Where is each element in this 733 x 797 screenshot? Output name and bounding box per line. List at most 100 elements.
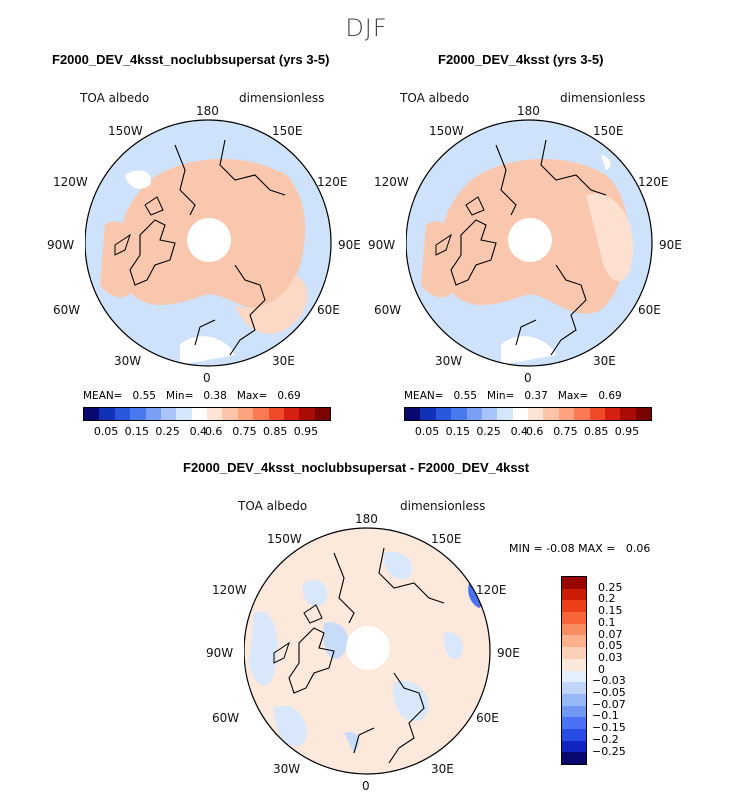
lon-label-120w: 120W [53,175,88,189]
colorbar-tick-label: 0.15 [598,604,623,618]
colorbar-tick-label: 0.2 [598,592,616,606]
colorbar-swatch [562,658,586,671]
colorbar-swatch [562,670,586,683]
lon-label-60e: 60E [638,303,661,317]
colorbar-tick-label: 0.4 [510,425,529,438]
colorbar-tick-label: 0 [598,662,605,676]
colorbar-swatch [237,408,254,420]
panel-2-units: dimensionless [560,91,646,105]
lon-label-150w: 150W [429,124,464,138]
colorbar-swatch [635,408,651,420]
max-value: 0.69 [277,390,301,402]
colorbar-tick-label: −0.15 [592,721,626,735]
colorbar-3 [561,576,587,765]
colorbar-tick-label: 0.6 [204,425,223,438]
colorbar-swatch [562,577,586,589]
polar-map-1 [85,119,332,367]
colorbar-tick-label: 0.05 [598,639,623,653]
mean-label: MEAN= [83,390,123,402]
colorbar-tick-label: 0.25 [155,425,180,438]
max-label: MAX = [578,542,616,555]
colorbar-swatch [604,408,621,420]
colorbar-swatch [562,588,586,601]
colorbar-swatch [562,682,586,694]
panel-3-variable: TOA albedo [238,499,308,513]
colorbar-swatch [574,408,590,420]
lon-label-120w: 120W [374,175,409,189]
colorbar-swatch [562,600,586,613]
colorbar-tick-label: 0.07 [598,627,623,641]
panel-3-title: F2000_DEV_4ksst_noclubbsupersat - F2000_… [183,460,530,475]
colorbar-swatch [176,408,192,420]
colorbar-swatch [481,408,498,420]
lon-label-90w: 90W [47,238,75,252]
colorbar-swatch [207,408,223,420]
colorbar-swatch [543,408,559,420]
colorbar-swatch [253,408,269,420]
colorbar-tick-label: 0.15 [124,425,150,438]
colorbar-tick-label: 0.15 [445,425,471,438]
lon-label-180: 180 [517,104,540,118]
colorbar-swatch [562,728,586,741]
lon-label-90w: 90W [368,238,396,252]
colorbar-tick-label: 0.1 [598,615,616,629]
lon-label-120e: 120E [638,175,669,189]
lon-label-30w: 30W [273,762,301,776]
colorbar-tick-label: 0.95 [293,425,319,438]
min-value: 0.38 [203,390,227,402]
colorbar-swatch [435,408,452,420]
colorbar-swatch [558,408,575,420]
lon-label-60e: 60E [317,303,340,317]
lon-label-30w: 30W [114,354,142,368]
max-label: Max= [557,390,589,402]
mean-value: 0.55 [132,390,156,402]
lon-label-30e: 30E [593,354,616,368]
colorbar-swatch [562,647,586,659]
polar-map-2 [406,119,653,367]
colorbar-swatch [268,408,284,420]
lon-label-150e: 150E [593,124,624,138]
colorbar-swatch [562,752,586,764]
colorbar-swatch [99,408,115,420]
panel-1-stats: MEAN= 0.55 Min= 0.38 Max= 0.69 [83,390,301,402]
colorbar-tick-label: 0.25 [476,425,501,438]
mean-label: MEAN= [404,390,444,402]
panel-1-variable: TOA albedo [80,91,150,105]
max-value: 0.06 [625,542,651,555]
min-value: -0.08 [546,542,575,555]
polar-map-3 [244,527,491,775]
colorbar-swatch [562,612,586,624]
lon-label-150w: 150W [108,124,143,138]
colorbar-swatch [420,408,436,420]
lon-label-30e: 30E [431,762,454,776]
season-title: DJF [345,14,388,42]
mean-value: 0.55 [453,390,477,402]
colorbar-tick-label: −0.2 [592,732,619,746]
colorbar-tick-label: 0.85 [262,425,288,438]
lon-label-30w: 30W [435,354,463,368]
panel-3-units: dimensionless [400,499,486,513]
colorbar-swatch [299,408,315,420]
lon-label-0: 0 [203,371,211,385]
colorbar-swatch [222,408,238,420]
min-label: Min= [165,390,194,402]
min-label: Min= [486,390,515,402]
lon-label-180: 180 [196,104,219,118]
lon-label-60e: 60E [476,711,499,725]
colorbar-tick-label: −0.1 [592,709,619,723]
max-label: Max= [236,390,268,402]
colorbar-tick-label: 0.03 [598,650,623,664]
lon-label-150w: 150W [267,532,302,546]
lon-label-90e: 90E [338,238,361,252]
lon-label-60w: 60W [53,303,81,317]
lon-label-120w: 120W [212,583,247,597]
min-value: 0.37 [524,390,548,402]
lon-label-90e: 90E [659,238,682,252]
max-value: 0.69 [598,390,622,402]
panel-2-variable: TOA albedo [400,91,470,105]
colorbar-swatch [562,705,586,718]
panel-2-title: F2000_DEV_4ksst (yrs 3-5) [438,52,604,67]
colorbar-swatch [145,408,161,420]
colorbar-swatch [466,408,482,420]
min-label: MIN = [509,542,543,555]
